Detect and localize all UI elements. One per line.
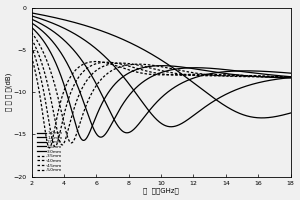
Line: 4.0mm: 4.0mm xyxy=(32,39,291,145)
4.5mm xyxy=(195,74,199,76)
5.0mm xyxy=(181,73,184,76)
3.5mm xyxy=(181,70,184,72)
4.5mm xyxy=(181,74,184,76)
1.0mm xyxy=(187,78,190,80)
3.5mm xyxy=(187,71,191,73)
1.0mm xyxy=(46,15,49,17)
2.0mm xyxy=(125,132,129,134)
2.0mm xyxy=(181,82,184,84)
4.0mm xyxy=(187,74,191,76)
2.5mm xyxy=(181,67,184,69)
4.0mm xyxy=(30,38,33,40)
4.0mm xyxy=(289,76,292,78)
2.0mm xyxy=(253,70,257,72)
Line: 5.0mm: 5.0mm xyxy=(32,57,291,148)
5.0mm xyxy=(195,73,199,75)
Line: 2.5mm: 2.5mm xyxy=(32,23,291,137)
1.0mm xyxy=(30,12,33,14)
3.0mm xyxy=(187,67,191,69)
3.5mm xyxy=(46,61,49,63)
4.5mm xyxy=(289,76,292,78)
1.0mm xyxy=(180,73,184,75)
2.5mm xyxy=(289,75,292,78)
4.5mm xyxy=(253,75,257,77)
1.5mm xyxy=(226,92,230,94)
1.0mm xyxy=(195,84,198,86)
2.5mm xyxy=(195,67,199,69)
2.5mm xyxy=(30,22,33,24)
1.5mm xyxy=(30,15,33,17)
5.0mm xyxy=(226,74,230,76)
4.5mm xyxy=(30,46,33,48)
3.0mm xyxy=(46,46,49,48)
4.0mm xyxy=(195,74,199,77)
5.0mm xyxy=(30,56,33,58)
3.0mm xyxy=(253,75,257,78)
2.0mm xyxy=(226,70,230,73)
1.5mm xyxy=(181,122,184,124)
3.5mm xyxy=(70,142,73,144)
3.0mm xyxy=(226,73,230,75)
1.0mm xyxy=(289,112,292,114)
2.0mm xyxy=(289,72,292,74)
2.5mm xyxy=(226,69,230,71)
Line: 1.5mm: 1.5mm xyxy=(32,16,291,127)
3.0mm xyxy=(30,26,33,28)
3.0mm xyxy=(289,77,292,79)
2.5mm xyxy=(253,72,257,74)
1.5mm xyxy=(195,112,199,114)
3.0mm xyxy=(181,66,184,68)
4.5mm xyxy=(226,74,230,76)
5.0mm xyxy=(48,147,51,149)
Line: 1.0mm: 1.0mm xyxy=(32,13,291,118)
1.0mm xyxy=(226,106,230,109)
3.0mm xyxy=(195,68,199,70)
1.0mm xyxy=(260,117,264,119)
2.0mm xyxy=(30,18,33,20)
5.0mm xyxy=(289,76,292,78)
Y-axis label: 反 射 损 耗(dB): 反 射 损 耗(dB) xyxy=(6,73,12,111)
2.0mm xyxy=(46,26,49,29)
4.0mm xyxy=(46,82,49,85)
4.0mm xyxy=(181,73,184,75)
Line: 4.5mm: 4.5mm xyxy=(32,47,291,147)
1.0mm xyxy=(253,116,256,119)
Line: 2.0mm: 2.0mm xyxy=(32,19,291,133)
1.5mm xyxy=(169,126,173,128)
4.5mm xyxy=(46,111,49,114)
4.0mm xyxy=(253,75,257,77)
Legend: 1.0mm, 1.5mm, 2.0mm, 2.5mm, 3.0mm, 3.5mm, 4.0mm, 4.5mm, 5.0mm: 1.0mm, 1.5mm, 2.0mm, 2.5mm, 3.0mm, 3.5mm… xyxy=(36,131,63,173)
Line: 3.0mm: 3.0mm xyxy=(32,27,291,140)
4.0mm xyxy=(61,144,64,146)
3.5mm xyxy=(195,72,199,74)
4.0mm xyxy=(226,75,230,77)
5.0mm xyxy=(253,75,257,77)
5.0mm xyxy=(46,142,49,145)
1.5mm xyxy=(46,20,49,22)
Line: 3.5mm: 3.5mm xyxy=(32,33,291,143)
4.5mm xyxy=(187,74,191,76)
3.5mm xyxy=(30,31,33,34)
3.0mm xyxy=(82,139,85,142)
3.5mm xyxy=(289,76,292,79)
X-axis label: 频  率（GHz）: 频 率（GHz） xyxy=(143,188,179,194)
2.5mm xyxy=(99,136,103,138)
3.5mm xyxy=(226,75,230,77)
2.5mm xyxy=(187,67,191,69)
2.5mm xyxy=(46,35,49,37)
1.5mm xyxy=(289,76,292,79)
1.5mm xyxy=(187,118,191,120)
2.0mm xyxy=(195,76,199,78)
1.5mm xyxy=(253,82,257,85)
4.5mm xyxy=(53,145,57,148)
5.0mm xyxy=(187,73,191,76)
2.0mm xyxy=(187,79,191,81)
3.5mm xyxy=(253,76,257,78)
